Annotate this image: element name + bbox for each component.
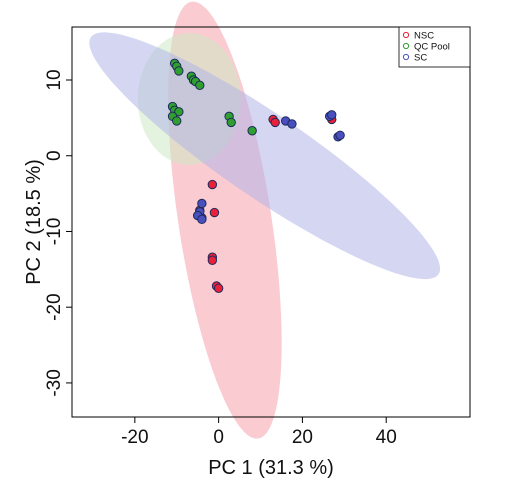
y-tick-label: -30 xyxy=(44,369,65,396)
point-sc xyxy=(287,119,297,129)
point-sc xyxy=(327,110,337,120)
legend-marker-sc xyxy=(402,53,410,61)
legend-label-qc-pool: QC Pool xyxy=(414,42,450,53)
point-qc-pool xyxy=(226,117,236,128)
point-qc-pool xyxy=(174,107,184,117)
x-axis-label: PC 1 (31.3 %) xyxy=(208,457,334,479)
x-tick-label: -20 xyxy=(121,427,148,448)
y-axis-label: PC 2 (18.5 %) xyxy=(23,159,45,285)
legend-label-sc: SC xyxy=(414,53,427,64)
y-tick-label: -10 xyxy=(44,218,65,245)
y-axis-ticks: 10 0 -10 -20 -30 xyxy=(44,69,72,397)
x-tick-label: 20 xyxy=(292,427,313,448)
legend-marker-qc-pool xyxy=(402,42,410,50)
legend-marker-nsc xyxy=(402,31,410,39)
y-tick-label: -20 xyxy=(44,293,65,320)
point-nsc xyxy=(209,207,220,218)
y-tick-label: 10 xyxy=(44,69,65,90)
y-tick-label: 0 xyxy=(44,150,65,161)
point-sc xyxy=(197,214,207,225)
point-sc xyxy=(335,130,345,140)
point-qc-pool xyxy=(247,126,257,136)
point-nsc xyxy=(270,117,280,128)
plot-frame xyxy=(71,26,471,418)
ellipse-sc xyxy=(89,32,441,280)
data-points xyxy=(167,58,345,293)
x-tick-label: 40 xyxy=(376,427,397,448)
point-sc xyxy=(197,198,207,209)
x-tick-label: 0 xyxy=(213,427,224,448)
confidence-ellipses xyxy=(89,1,441,439)
point-qc-pool xyxy=(172,116,182,126)
legend-label-nsc: NSC xyxy=(414,31,434,42)
point-qc-pool xyxy=(195,80,205,91)
point-nsc xyxy=(207,179,218,190)
point-qc-pool xyxy=(174,66,184,76)
x-axis-ticks: -20 0 20 40 xyxy=(121,417,397,448)
point-nsc xyxy=(213,283,224,293)
point-nsc xyxy=(207,255,218,265)
legend-box xyxy=(398,26,471,68)
